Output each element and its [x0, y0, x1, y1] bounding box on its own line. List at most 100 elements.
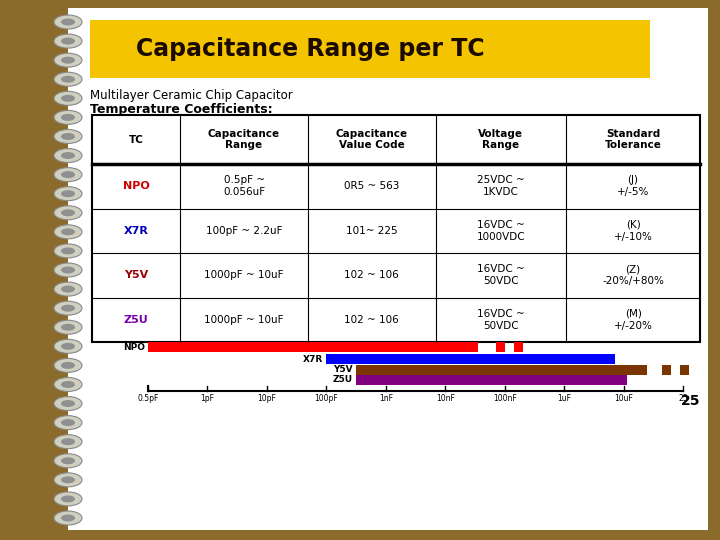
Text: (J)
+/-5%: (J) +/-5%	[617, 176, 649, 197]
Text: 16VDC ~
50VDC: 16VDC ~ 50VDC	[477, 265, 525, 286]
Text: 0.5pF: 0.5pF	[138, 394, 158, 403]
Ellipse shape	[54, 225, 82, 239]
Ellipse shape	[54, 301, 82, 315]
Text: Y5V: Y5V	[124, 270, 148, 280]
Text: 10uF: 10uF	[614, 394, 633, 403]
Ellipse shape	[54, 110, 82, 124]
Ellipse shape	[61, 133, 75, 140]
Bar	[662, 365, 671, 375]
Ellipse shape	[54, 416, 82, 430]
Ellipse shape	[61, 114, 75, 121]
Ellipse shape	[61, 18, 75, 25]
Ellipse shape	[61, 95, 75, 102]
Ellipse shape	[54, 72, 82, 86]
Ellipse shape	[61, 210, 75, 216]
Text: (M)
+/-20%: (M) +/-20%	[613, 309, 652, 330]
Text: (K)
+/-10%: (K) +/-10%	[613, 220, 652, 241]
Text: 25: 25	[678, 394, 688, 403]
Ellipse shape	[54, 206, 82, 220]
Text: 25: 25	[680, 394, 700, 408]
Text: 102 ~ 106: 102 ~ 106	[344, 270, 399, 280]
Ellipse shape	[61, 190, 75, 197]
Bar	[356, 375, 626, 385]
Ellipse shape	[54, 15, 82, 29]
Bar	[92, 115, 700, 342]
Ellipse shape	[54, 91, 82, 105]
Ellipse shape	[61, 247, 75, 254]
Ellipse shape	[61, 57, 75, 64]
Bar	[680, 365, 689, 375]
Ellipse shape	[54, 359, 82, 373]
Text: 101~ 225: 101~ 225	[346, 226, 397, 236]
Bar	[356, 365, 647, 375]
Text: Y5V: Y5V	[333, 366, 353, 375]
Ellipse shape	[54, 492, 82, 506]
Text: 0.5pF ~
0.056uF: 0.5pF ~ 0.056uF	[223, 176, 265, 197]
Ellipse shape	[54, 435, 82, 449]
Ellipse shape	[61, 305, 75, 312]
Text: 25VDC ~
1KVDC: 25VDC ~ 1KVDC	[477, 176, 525, 197]
Text: Capacitance
Range: Capacitance Range	[208, 129, 280, 150]
Ellipse shape	[54, 244, 82, 258]
Text: 100pF ~ 2.2uF: 100pF ~ 2.2uF	[206, 226, 282, 236]
Text: NPO: NPO	[122, 181, 150, 191]
Ellipse shape	[61, 343, 75, 350]
Bar	[0, 0, 75, 540]
Ellipse shape	[54, 148, 82, 163]
Text: Multilayer Ceramic Chip Capacitor: Multilayer Ceramic Chip Capacitor	[90, 89, 293, 102]
Ellipse shape	[54, 53, 82, 67]
Bar	[326, 354, 615, 364]
Ellipse shape	[61, 400, 75, 407]
Ellipse shape	[54, 511, 82, 525]
Text: 1nF: 1nF	[379, 394, 393, 403]
Text: Temperature Coefficients:: Temperature Coefficients:	[90, 103, 273, 116]
Ellipse shape	[54, 320, 82, 334]
Ellipse shape	[54, 282, 82, 296]
Text: 16VDC ~
1000VDC: 16VDC ~ 1000VDC	[477, 220, 525, 241]
Text: 1pF: 1pF	[200, 394, 215, 403]
Text: Z5U: Z5U	[124, 315, 148, 325]
Bar	[90, 20, 650, 78]
Bar	[513, 342, 523, 352]
Ellipse shape	[61, 419, 75, 426]
Text: 1000pF ~ 10uF: 1000pF ~ 10uF	[204, 315, 284, 325]
Ellipse shape	[61, 495, 75, 502]
Ellipse shape	[61, 228, 75, 235]
Text: TC: TC	[129, 134, 143, 145]
Text: (Z)
-20%/+80%: (Z) -20%/+80%	[602, 265, 664, 286]
Ellipse shape	[54, 454, 82, 468]
Text: Voltage
Range: Voltage Range	[478, 129, 523, 150]
Bar	[68, 8, 708, 530]
Ellipse shape	[54, 473, 82, 487]
Ellipse shape	[61, 381, 75, 388]
Bar	[496, 342, 505, 352]
Text: 102 ~ 106: 102 ~ 106	[344, 315, 399, 325]
Ellipse shape	[54, 396, 82, 410]
Text: 16VDC ~
50VDC: 16VDC ~ 50VDC	[477, 309, 525, 330]
Bar	[148, 342, 478, 352]
Text: Standard
Tolerance: Standard Tolerance	[605, 129, 662, 150]
Ellipse shape	[61, 286, 75, 293]
Ellipse shape	[61, 457, 75, 464]
Ellipse shape	[61, 152, 75, 159]
Text: 1uF: 1uF	[557, 394, 571, 403]
Ellipse shape	[61, 438, 75, 445]
Text: Capacitance Range per TC: Capacitance Range per TC	[135, 37, 485, 61]
Text: 0R5 ~ 563: 0R5 ~ 563	[344, 181, 400, 191]
Text: 10nF: 10nF	[436, 394, 454, 403]
Text: Z5U: Z5U	[333, 375, 353, 384]
Ellipse shape	[54, 187, 82, 201]
Text: X7R: X7R	[124, 226, 148, 236]
Text: Capacitance
Value Code: Capacitance Value Code	[336, 129, 408, 150]
Ellipse shape	[61, 515, 75, 522]
Ellipse shape	[61, 267, 75, 273]
Ellipse shape	[54, 130, 82, 144]
Text: X7R: X7R	[303, 354, 323, 363]
Ellipse shape	[61, 324, 75, 330]
Ellipse shape	[61, 362, 75, 369]
Ellipse shape	[54, 34, 82, 48]
Ellipse shape	[54, 167, 82, 181]
Ellipse shape	[61, 171, 75, 178]
Ellipse shape	[61, 476, 75, 483]
Ellipse shape	[61, 76, 75, 83]
